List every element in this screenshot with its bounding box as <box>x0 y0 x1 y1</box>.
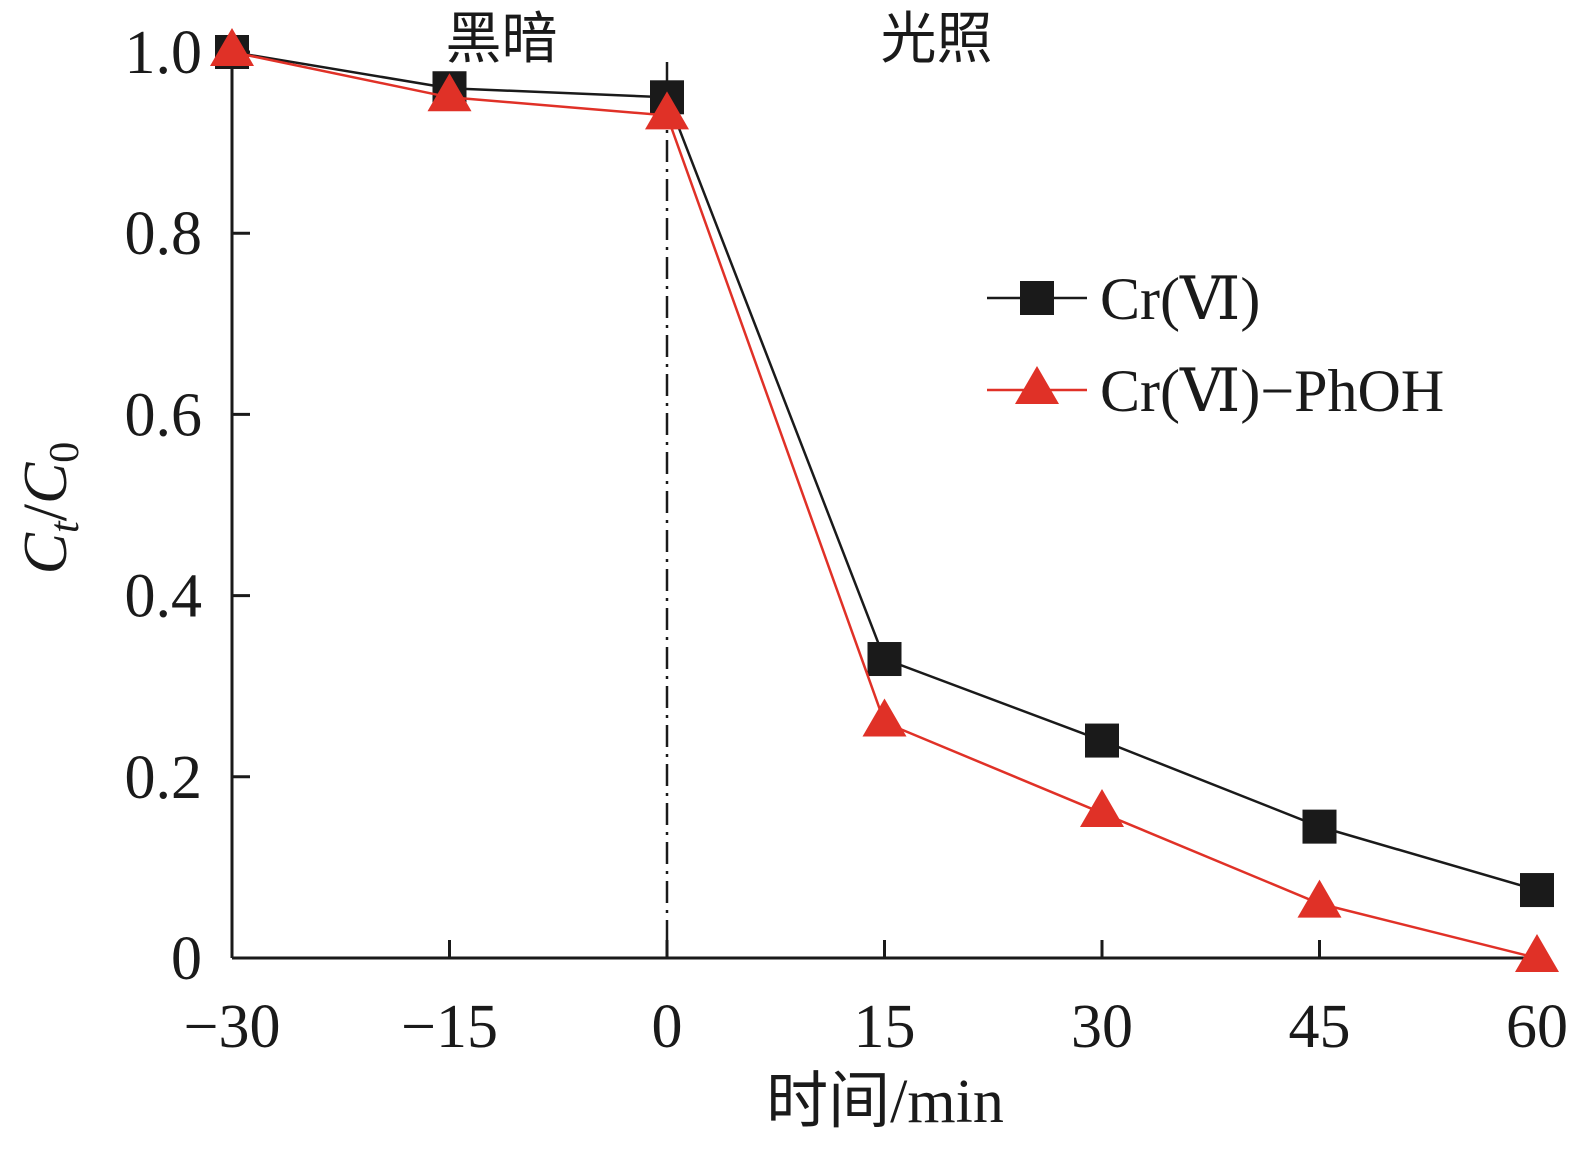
data-point-triangle <box>1515 934 1559 972</box>
x-tick-label: −30 <box>184 993 281 1061</box>
y-tick-label: 0.8 <box>125 200 203 268</box>
x-tick-label: 0 <box>652 993 683 1061</box>
series-line <box>231 50 1538 960</box>
y-axis-title-part: 0 <box>42 442 88 463</box>
y-tick-label: 1.0 <box>125 19 203 87</box>
y-tick-label: 0 <box>171 925 202 993</box>
legend-marker-triangle <box>1015 366 1059 404</box>
y-tick-label: 0.2 <box>125 744 203 812</box>
legend-item: Cr(Ⅵ)−PhOH <box>987 358 1444 424</box>
chart-series-layer <box>210 28 1559 972</box>
y-axis-title-part: C <box>12 462 80 504</box>
y-axis-title-part: C <box>12 532 80 574</box>
y-axis-title-part: t <box>42 520 88 533</box>
data-point-triangle <box>427 73 472 112</box>
y-tick-label: 0.4 <box>125 563 203 631</box>
y-axis-title: Ct/C0 <box>12 442 88 575</box>
data-point-triangle <box>645 91 689 130</box>
x-tick-label: −15 <box>401 993 498 1061</box>
data-point-triangle <box>1297 879 1342 918</box>
data-point-square <box>1520 873 1554 908</box>
data-point-triangle <box>862 698 907 737</box>
chart-legend: Cr(Ⅵ) Cr(Ⅵ)−PhOH <box>987 266 1444 424</box>
series-line <box>231 50 1538 892</box>
region-label: 光照 <box>881 7 993 72</box>
data-point-square <box>867 642 902 677</box>
y-tick-label: 0.6 <box>125 381 203 449</box>
data-point-triangle <box>210 28 254 66</box>
x-tick-label: 60 <box>1506 993 1568 1061</box>
x-tick-label: 30 <box>1071 993 1133 1061</box>
data-point-square <box>1085 723 1119 758</box>
legend-item: Cr(Ⅵ) <box>987 266 1260 332</box>
series-2 <box>210 28 1559 972</box>
x-tick-label: 45 <box>1289 993 1351 1061</box>
x-tick-label: 15 <box>854 993 916 1061</box>
region-label: 黑暗 <box>446 7 558 72</box>
chart-axes <box>230 44 1537 960</box>
x-axis-title: 时间/min <box>766 1068 1004 1136</box>
y-axis-title-part: / <box>12 503 80 521</box>
chart-ticks: 0 0.2 0.4 0.6 0.8 1.0 −30 −15 0 15 30 45 60 <box>125 19 1569 1061</box>
legend-label: Cr(Ⅵ) <box>1100 266 1260 332</box>
series-1 <box>215 35 1554 908</box>
legend-marker-square <box>1020 281 1054 315</box>
data-point-triangle <box>1080 789 1124 828</box>
legend-label: Cr(Ⅵ)−PhOH <box>1100 358 1444 424</box>
data-point-square <box>1302 809 1337 844</box>
